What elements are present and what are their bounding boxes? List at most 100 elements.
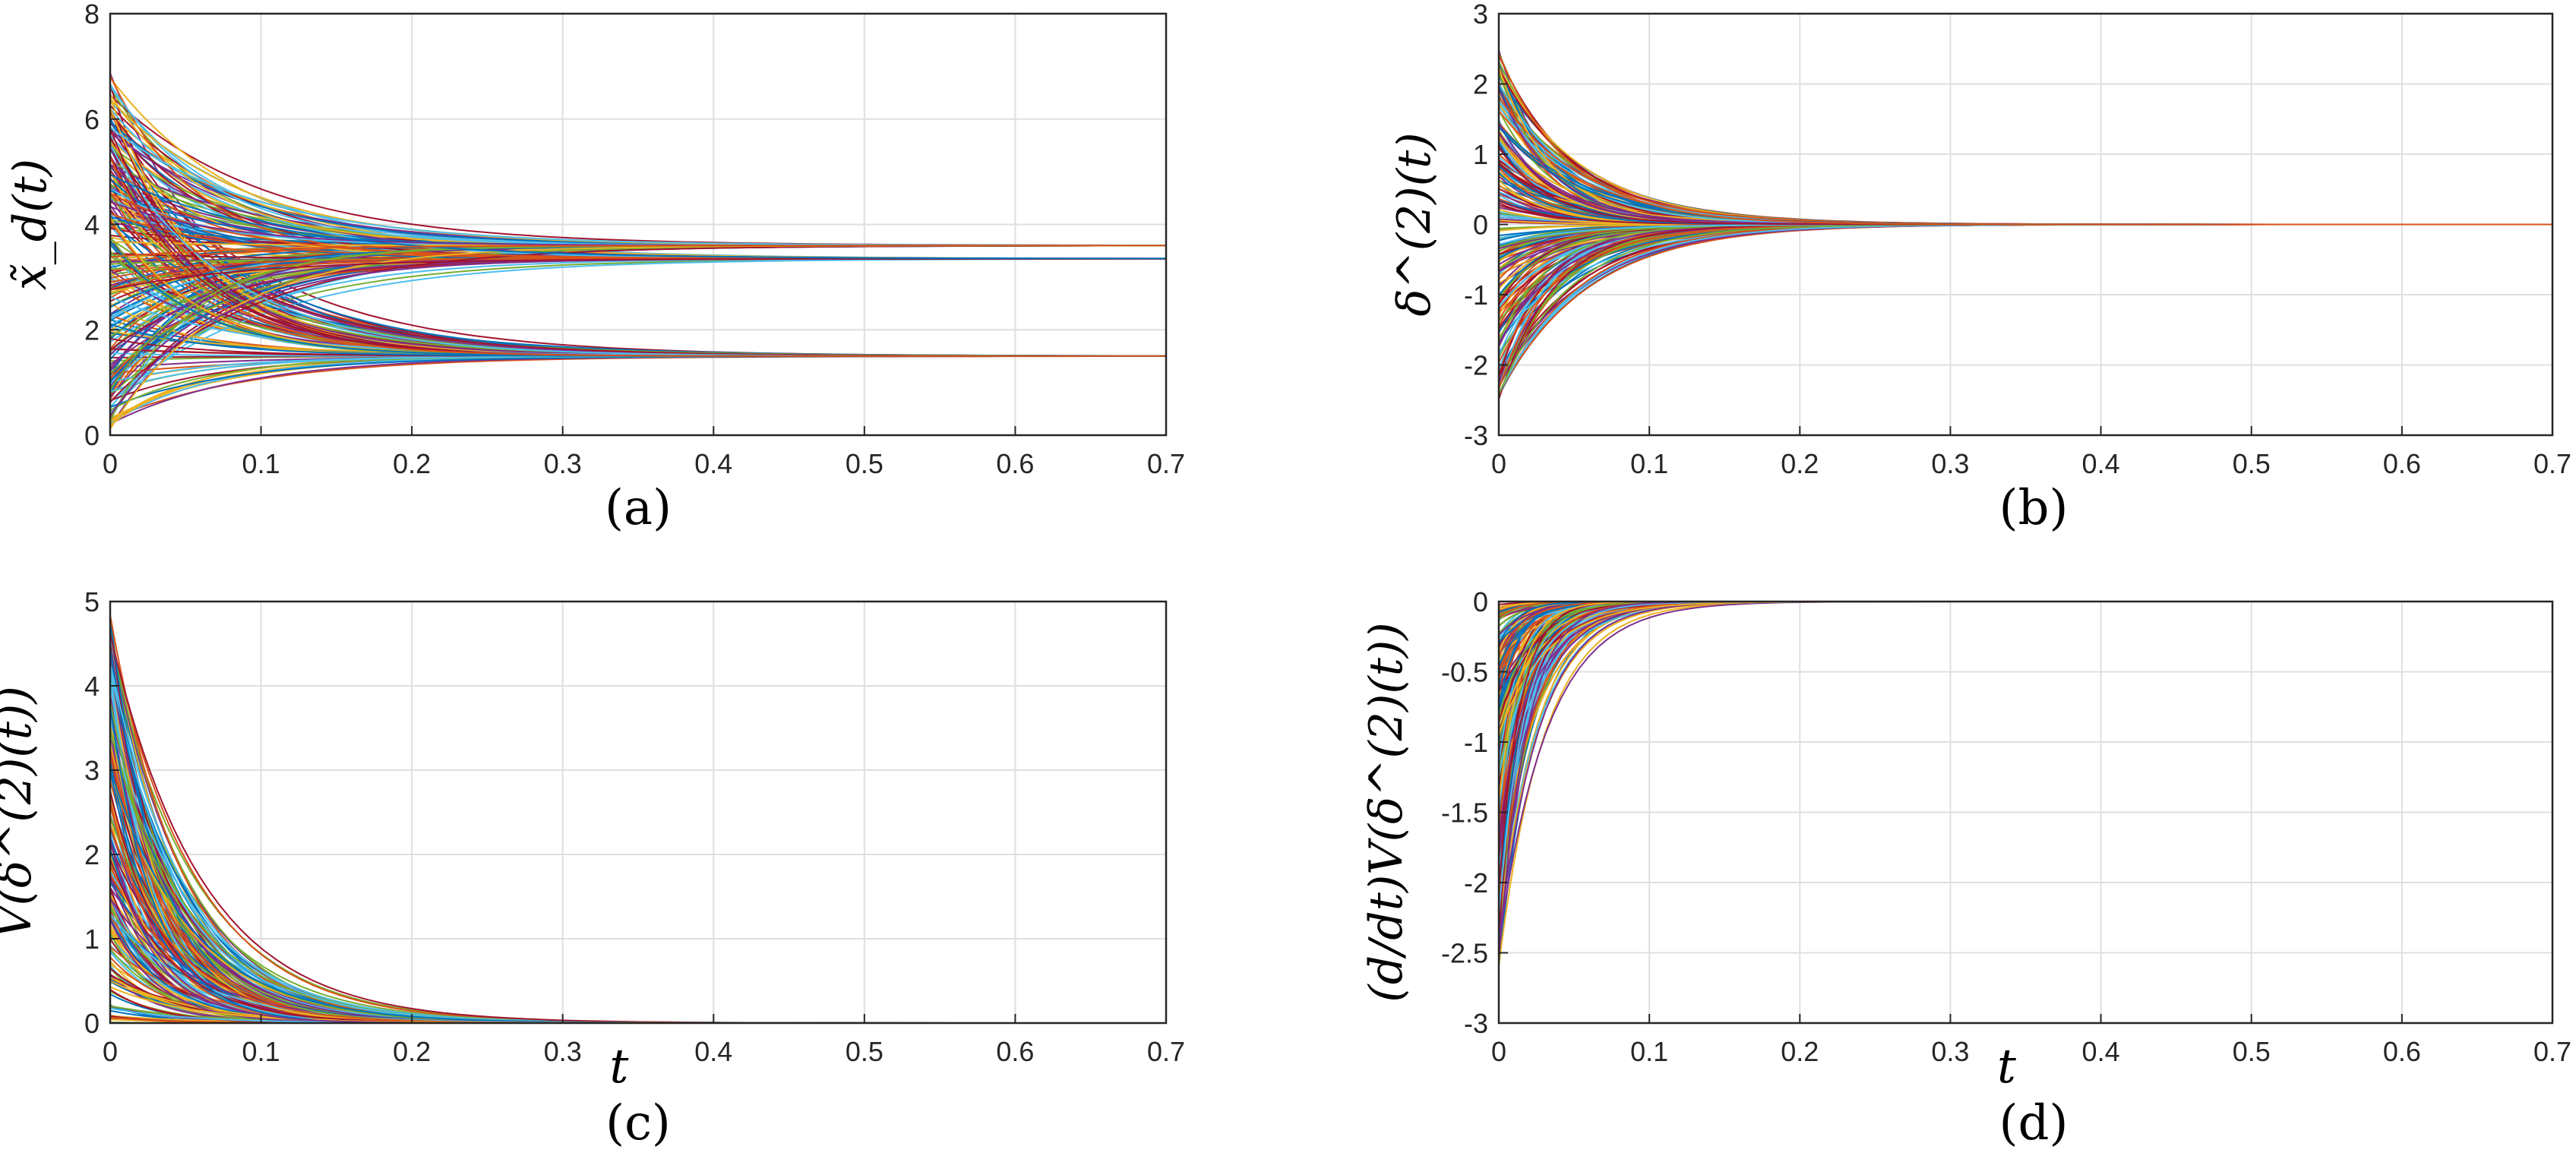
series-line: [1498, 601, 2552, 813]
series-line: [1498, 601, 2552, 785]
series-line: [1498, 601, 2552, 944]
series-line: [1498, 601, 2552, 924]
series-line: [1498, 601, 2552, 887]
series-line: [1498, 601, 2552, 864]
series-line: [109, 731, 1166, 1024]
series-line: [1498, 601, 2552, 843]
ytick-label: -0.5: [1441, 657, 1488, 688]
series-line: [1498, 601, 2552, 934]
series-line: [109, 634, 1166, 1024]
series-line: [1498, 601, 2552, 898]
ytick-label: 1: [1473, 139, 1488, 170]
series-line: [109, 746, 1166, 1024]
xlabel-d: t: [1997, 1038, 2016, 1094]
xtick-label: 0.1: [1630, 448, 1668, 479]
series-line: [1498, 601, 2552, 892]
series-line: [109, 355, 1166, 422]
series-line: [1498, 601, 2552, 723]
series-line: [1498, 601, 2552, 718]
series-line: [1498, 601, 2552, 895]
series-line: [1498, 601, 2552, 909]
series-line: [109, 638, 1166, 1024]
series-line: [109, 681, 1166, 1024]
series-line: [1498, 601, 2552, 898]
ylabel-d: (d/dt)V(δ^(2)(t)): [1360, 622, 1413, 1002]
series-line: [109, 159, 1166, 247]
xtick-label: 0.3: [544, 1036, 582, 1067]
series-line: [1498, 601, 2552, 832]
series-line: [1498, 601, 2552, 889]
ytick-label: 2: [84, 314, 100, 346]
series-line: [1498, 159, 2552, 226]
series-line: [1498, 601, 2552, 859]
series-line: [1498, 601, 2552, 943]
series-line: [1498, 601, 2552, 873]
xtick-label: 0.1: [1630, 1036, 1668, 1067]
series-line: [1498, 601, 2552, 740]
series-line: [1498, 601, 2552, 723]
series-line: [1498, 601, 2552, 734]
series-line: [1498, 601, 2552, 961]
xtick-label: 0.5: [845, 1036, 883, 1067]
xtick-label: 0.3: [544, 448, 582, 479]
series-line: [1498, 601, 2552, 795]
series-line: [1498, 601, 2552, 952]
xtick-label: 0.1: [242, 448, 280, 479]
series-line: [1498, 601, 2552, 763]
ytick-label: 5: [84, 586, 100, 617]
ytick-label: -1: [1464, 727, 1488, 758]
ytick-label: 2: [84, 839, 100, 870]
series-line: [1498, 601, 2552, 762]
series-line: [1498, 601, 2552, 966]
series-line: [1498, 601, 2552, 886]
series-line: [1498, 601, 2552, 823]
series-line: [1498, 601, 2552, 732]
ytick-label: 3: [1473, 0, 1488, 30]
series-line: [1498, 601, 2552, 666]
xtick-label: 0.7: [1147, 448, 1185, 479]
series-line: [1498, 601, 2552, 706]
ytick-label: 0: [84, 420, 100, 451]
series-line: [1498, 601, 2552, 782]
series-line: [1498, 601, 2552, 789]
series-line: [1498, 601, 2552, 833]
series-line: [1498, 601, 2552, 732]
series-line: [1498, 601, 2552, 788]
series-line: [1498, 601, 2552, 828]
series-line: [1498, 601, 2552, 892]
series-line: [1498, 601, 2552, 671]
xtick-label: 0.3: [1931, 1036, 1969, 1067]
series-line: [109, 640, 1166, 1024]
xtick-label: 0.4: [694, 1036, 732, 1067]
series-line: [109, 634, 1166, 1024]
panel-c: 0 0.1 0.2 0.3 0.4 0.5 0.6 0.7 0 1 2 3 4 5 V(δ^(2)(t))…: [0, 586, 1185, 1151]
series-line: [1498, 601, 2552, 807]
series-line: [1498, 601, 2552, 831]
series-line: [1498, 601, 2552, 904]
series-line: [1498, 601, 2552, 765]
series-line: [1498, 223, 2552, 395]
series-line: [1498, 601, 2552, 785]
xtick-label: 0: [103, 1036, 118, 1067]
series-line: [1498, 601, 2552, 966]
series-line: [1498, 601, 2552, 804]
series-line: [1498, 601, 2552, 748]
series-line: [1498, 601, 2552, 848]
series-line: [1498, 601, 2552, 786]
series-line: [109, 156, 1166, 357]
series-line: [1498, 601, 2552, 940]
series-line: [109, 174, 1166, 260]
series-line: [1498, 601, 2552, 779]
series-line: [1498, 601, 2552, 715]
series-line: [1498, 601, 2552, 666]
series-line: [109, 84, 1166, 247]
series-line: [109, 618, 1166, 1024]
series-line: [109, 837, 1166, 1024]
series-line: [1498, 601, 2552, 816]
ytick-label: 0: [1473, 210, 1488, 241]
series-line: [1498, 601, 2552, 787]
series-line: [109, 627, 1166, 1024]
series-line: [1498, 601, 2552, 689]
caption-b: (b): [1999, 480, 2069, 536]
